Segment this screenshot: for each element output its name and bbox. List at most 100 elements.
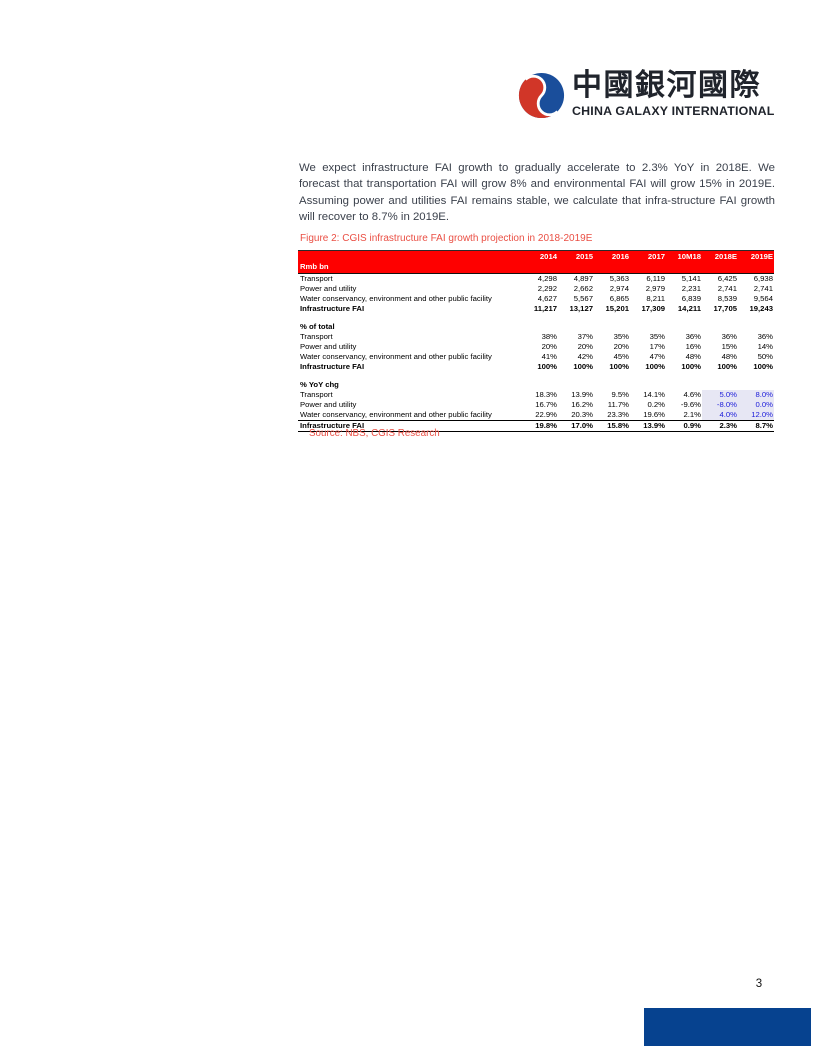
row-label: Power and utility [300, 342, 357, 351]
row-label: Water conservancy, environment and other… [300, 352, 492, 361]
table-cell: 35% [649, 332, 665, 341]
table-cell: 18.3% [535, 390, 557, 399]
source-note: Source: NBS, CGIS Research [309, 428, 440, 439]
table-cell: 36% [757, 332, 773, 341]
table-cell: 2,979 [645, 284, 665, 293]
table-cell: 36% [721, 332, 737, 341]
logo-english-text: CHINA GALAXY INTERNATIONAL [572, 104, 775, 118]
table-cell: 19.8% [535, 421, 557, 430]
table-cell: 19.6% [643, 410, 665, 419]
row-label: Transport [300, 332, 333, 341]
table-cell: 6,865 [609, 294, 629, 303]
row-label: Infrastructure FAI [300, 421, 365, 430]
table-cell: 100% [573, 362, 593, 371]
footer-brand-bar [644, 1008, 811, 1046]
table-cell: 16.2% [571, 400, 593, 409]
table-cell: 4,298 [537, 274, 557, 283]
table-cell: -8.0% [702, 400, 738, 410]
table-cell: 5,141 [681, 274, 701, 283]
table-row: Power and utility 16.7% 16.2% 11.7% 0.2% -9.6… [298, 400, 774, 410]
row-label: Power and utility [300, 284, 357, 293]
row-label: Water conservancy, environment and other… [300, 410, 492, 419]
column-header: 10M18 [677, 252, 701, 261]
row-label: Transport [300, 390, 333, 399]
column-header: 2015 [575, 252, 593, 261]
table-cell: 2,741 [717, 284, 737, 293]
table-cell: 45% [613, 352, 629, 361]
table-cell: 17,309 [641, 304, 665, 313]
table-cell: 6,839 [681, 294, 701, 303]
table-cell: 4.6% [683, 390, 701, 399]
table-cell: 15% [721, 342, 737, 351]
table-cell: 19,243 [749, 304, 773, 313]
table-cell: 23.3% [607, 410, 629, 419]
year-header-row: 2014 2015 2016 2017 10M18 2018E 2019E [298, 252, 774, 262]
table-cell: 100% [609, 362, 629, 371]
row-label: Water conservancy, environment and other… [300, 294, 492, 303]
table-cell: 38% [541, 332, 557, 341]
table-cell: 42% [577, 352, 593, 361]
table-cell: 5.0% [702, 390, 738, 400]
column-header: 2017 [647, 252, 665, 261]
table-row: Infrastructure FAI 100% 100% 100% 100% 100% 10… [298, 362, 774, 372]
table-cell: 22.9% [535, 410, 557, 419]
column-header: 2019E [750, 252, 773, 261]
table-cell: 17% [649, 342, 665, 351]
table-cell: 100% [717, 362, 737, 371]
row-label: Power and utility [300, 400, 357, 409]
logo-text-block: 中國銀河國際 CHINA GALAXY INTERNATIONAL [572, 68, 775, 119]
table-cell: 11.7% [607, 400, 629, 409]
table-cell: 17.0% [571, 421, 593, 430]
table-cell: 12.0% [738, 410, 774, 420]
logo-chinese-text: 中國銀河國際 [572, 68, 761, 103]
table-cell: 5,567 [573, 294, 593, 303]
table-cell: 15.8% [607, 421, 629, 430]
table-row: Water conservancy, environment and other… [298, 294, 774, 304]
section-title: % YoY chg [300, 380, 339, 389]
table-row: Infrastructure FAI 19.8% 17.0% 15.8% 13.9% 0.… [298, 420, 774, 432]
section-gap [298, 372, 774, 380]
table-cell: 16.7% [535, 400, 557, 409]
table-row: Infrastructure FAI 11,217 13,127 15,201 17,3… [298, 304, 774, 314]
table-cell: -9.6% [680, 400, 701, 409]
table-cell: 41% [541, 352, 557, 361]
column-header: 2018E [714, 252, 737, 261]
table-cell: 2,662 [573, 284, 593, 293]
table-row: Power and utility 2,292 2,662 2,974 2,979 2,2… [298, 284, 774, 294]
table-header: 2014 2015 2016 2017 10M18 2018E 2019E Rmb bn [298, 250, 774, 274]
table-cell: 8.0% [738, 390, 774, 400]
row-label: Transport [300, 274, 333, 283]
table-cell: 0.2% [647, 400, 665, 409]
table-cell: 35% [613, 332, 629, 341]
table-cell: 8,539 [717, 294, 737, 303]
table-cell: 0.9% [683, 421, 701, 430]
table-cell: 37% [577, 332, 593, 341]
table-cell: 14% [757, 342, 773, 351]
page-number: 3 [755, 978, 763, 990]
table-cell: 5,363 [609, 274, 629, 283]
section-title: % of total [300, 322, 335, 331]
table-cell: 2,974 [609, 284, 629, 293]
table-cell: 4,627 [537, 294, 557, 303]
table-cell: 100% [645, 362, 665, 371]
body-paragraph: We expect infrastructure FAI growth to g… [299, 162, 775, 223]
table-cell: 16% [685, 342, 701, 351]
table-cell: 14,211 [677, 304, 701, 313]
table-cell: 100% [753, 362, 773, 371]
row-label: Infrastructure FAI [300, 304, 365, 313]
table-cell: 20% [613, 342, 629, 351]
table-row: Water conservancy, environment and other… [298, 410, 774, 420]
table-cell: 100% [681, 362, 701, 371]
header-spacer [298, 252, 522, 262]
table-cell: 2,231 [681, 284, 701, 293]
table-cell: 11,217 [533, 304, 557, 313]
table-cell: 13.9% [643, 421, 665, 430]
table-cell: 8.7% [755, 421, 773, 430]
table-cell: 47% [649, 352, 665, 361]
unit-label: Rmb bn [300, 262, 329, 271]
unit-header-row: Rmb bn [298, 262, 774, 272]
table-cell: 48% [685, 352, 701, 361]
table-row: Transport 38% 37% 35% 35% 36% 36% 36% [298, 332, 774, 342]
table-cell: 36% [685, 332, 701, 341]
section-gap [298, 314, 774, 322]
